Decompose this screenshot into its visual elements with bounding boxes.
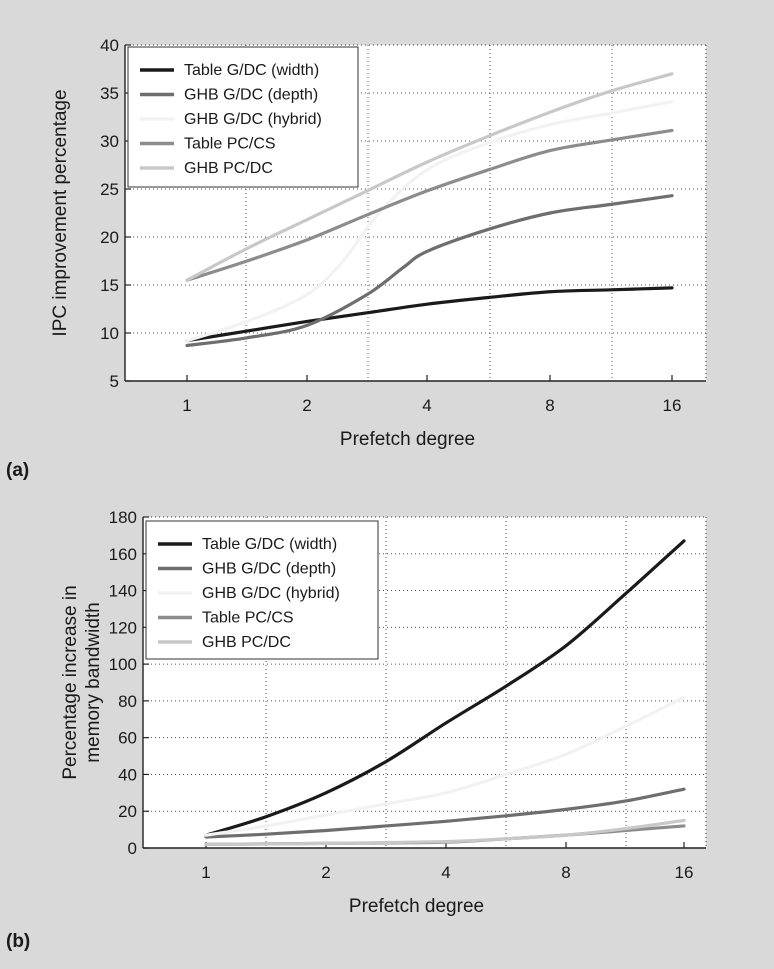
x-tick-label: 2 [302,396,311,415]
x-tick-label: 16 [663,396,682,415]
panel-label: (a) [6,460,29,481]
series-line-2 [204,695,686,837]
y-tick-label: 100 [109,655,137,674]
y-axis-label-line: Percentage increase in [60,585,81,779]
legend-label: GHB PC/DC [202,634,291,651]
legend-label: GHB PC/DC [184,160,273,177]
series-line-1 [204,787,686,839]
x-tick-label: 16 [675,863,694,882]
series-line-1 [185,194,674,348]
y-tick-label: 20 [118,802,137,821]
y-tick-label: 35 [100,84,119,103]
x-tick-label: 8 [561,863,570,882]
y-axis-label-line: memory bandwidth [83,602,104,763]
series-line-4 [185,72,674,282]
series-line-3 [185,128,674,282]
x-tick-label: 4 [422,396,431,415]
panel-label: (b) [6,931,30,952]
legend: Table G/DC (width) GHB G/DC (depth) GHB G/… [127,46,359,188]
x-tick-label: 2 [321,863,330,882]
y-tick-label: 80 [118,692,137,711]
legend-label: GHB G/DC (depth) [202,561,336,578]
x-axis-label: Prefetch degree [349,896,484,917]
y-tick-label: 5 [110,372,119,391]
legend: Table G/DC (width) GHB G/DC (depth) GHB G/… [145,520,379,660]
y-tick-label: 40 [118,765,137,784]
y-tick-label: 20 [100,228,119,247]
legend-label: GHB G/DC (depth) [184,87,318,104]
y-tick-label: 180 [109,508,137,527]
series-line-2 [185,100,674,343]
chart-panel-1: 0 20 40 60 80 100 120 140 160 180 1 2 4 8 16 Prefetch d… [6,508,707,952]
y-tick-label: 30 [100,132,119,151]
chart-panel-0: 5 10 15 20 25 30 35 40 1 2 4 8 16 Prefetch degree IPC … [6,36,707,481]
y-tick-label: 25 [100,180,119,199]
y-axis-label: IPC improvement percentage [50,89,71,336]
x-tick-label: 1 [201,863,210,882]
series-line-4 [204,818,686,846]
series-line-0 [204,539,686,837]
y-tick-label: 40 [100,36,119,55]
legend-label: Table PC/CS [202,610,294,627]
x-tick-label: 8 [545,396,554,415]
x-tick-label: 1 [182,396,191,415]
legend-label: GHB G/DC (hybrid) [202,585,340,602]
legend-label: Table G/DC (width) [202,536,337,553]
y-tick-label: 0 [128,839,137,858]
y-tick-label: 10 [100,324,119,343]
legend-label: Table G/DC (width) [184,62,319,79]
y-tick-label: 60 [118,729,137,748]
legend-label: Table PC/CS [184,136,276,153]
x-tick-label: 4 [441,863,450,882]
y-tick-label: 120 [109,618,137,637]
x-axis-label: Prefetch degree [340,429,475,450]
y-tick-label: 140 [109,582,137,601]
y-tick-label: 15 [100,276,119,295]
legend-label: GHB G/DC (hybrid) [184,111,322,128]
series-line-0 [185,286,674,343]
y-tick-label: 160 [109,545,137,564]
